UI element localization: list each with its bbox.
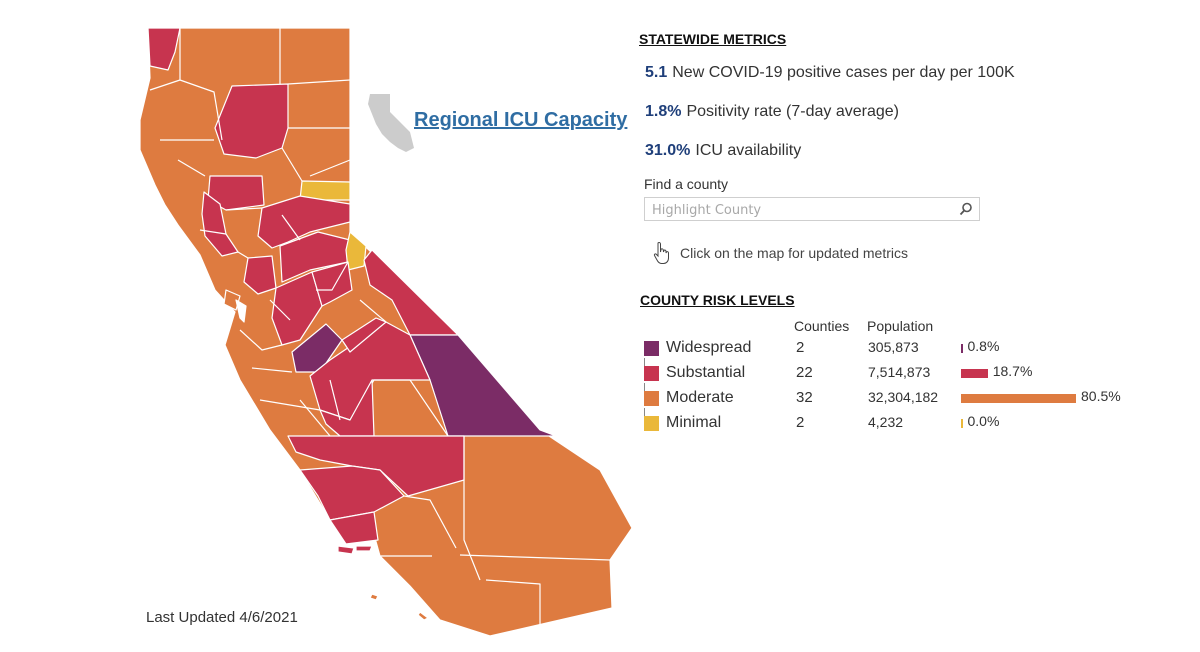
county-santa-barbara[interactable] — [299, 465, 405, 521]
county-shasta[interactable] — [214, 83, 289, 159]
metric-cases-value: 5.1 — [645, 64, 668, 81]
legend-connector — [644, 358, 645, 366]
minimal-swatch — [644, 416, 659, 431]
metric-positivity-label: Positivity rate (7-day average) — [686, 103, 899, 120]
moderate-percent-label: 80.5% — [1081, 388, 1121, 404]
substantial-counties: 22 — [796, 364, 813, 381]
moderate-counties: 32 — [796, 389, 813, 406]
county-search-input[interactable] — [650, 199, 954, 221]
county-butte[interactable] — [257, 195, 351, 249]
metric-cases: 5.1 New COVID-19 positive cases per day p… — [645, 64, 1015, 82]
substantial-population: 7,514,873 — [868, 364, 931, 380]
widespread-percent-bar — [961, 344, 963, 353]
minimal-population: 4,232 — [868, 414, 904, 430]
metric-icu-value: 31.0% — [645, 142, 691, 159]
metric-cases-label: New COVID-19 positive cases per day per … — [672, 64, 1015, 81]
widespread-swatch — [644, 341, 659, 356]
minimal-percent-bar — [961, 419, 963, 428]
county-sacramento[interactable] — [243, 255, 277, 295]
widespread-percent-label: 0.8% — [967, 338, 1000, 354]
substantial-percent-bar — [961, 369, 988, 378]
substantial-swatch — [644, 366, 659, 381]
regional-icu-capacity-link[interactable]: Regional ICU Capacity — [414, 109, 628, 131]
metric-positivity-value: 1.8% — [645, 103, 682, 120]
search-icon[interactable] — [959, 202, 973, 216]
island-catalina[interactable] — [369, 593, 379, 601]
risk-row-substantial[interactable]: Substantial 22 7,514,873 18.7% — [644, 363, 1164, 386]
county-merced[interactable] — [291, 323, 343, 373]
minimal-counties: 2 — [796, 414, 805, 431]
counties-column-header: Counties — [794, 318, 850, 334]
metrics-panel: STATEWIDE METRICS 5.1 New COVID-19 positi… — [638, 0, 1198, 652]
county-ventura[interactable] — [329, 511, 379, 545]
moderate-swatch — [644, 391, 659, 406]
california-county-map[interactable]: Regional ICU Capacity Last Updated 4/6/2… — [0, 0, 640, 652]
widespread-label: Widespread — [666, 339, 752, 356]
minimal-label: Minimal — [666, 414, 722, 431]
widespread-population: 305,873 — [868, 339, 919, 355]
metric-icu-label: ICU availability — [695, 142, 802, 159]
substantial-percent-label: 18.7% — [992, 363, 1033, 379]
legend-connector — [644, 408, 645, 416]
legend-connector — [644, 383, 645, 391]
risk-row-widespread[interactable]: Widespread 2 305,873 0.8% — [644, 338, 1164, 361]
island-san-clemente[interactable] — [417, 611, 429, 621]
metric-positivity: 1.8% Positivity rate (7-day average) — [645, 103, 899, 121]
metric-icu: 31.0% ICU availability — [645, 142, 801, 160]
county-borders — [149, 28, 611, 630]
last-updated-text: Last Updated 4/6/2021 — [146, 609, 298, 626]
island-santa-cruz[interactable] — [337, 545, 355, 555]
county-lake[interactable] — [201, 191, 239, 257]
moderate-label: Moderate — [666, 389, 734, 406]
widespread-counties: 2 — [796, 339, 805, 356]
county-risk-levels-title: COUNTY RISK LEVELS — [640, 292, 795, 308]
click-map-hint: Click on the map for updated metrics — [652, 241, 908, 268]
population-column-header: Population — [867, 318, 934, 334]
county-sierra[interactable] — [299, 180, 351, 201]
minimal-percent-label: 0.0% — [967, 413, 1000, 429]
california-mini-map-icon[interactable] — [366, 92, 418, 154]
county-marin[interactable] — [223, 289, 241, 311]
find-county-label: Find a county — [644, 176, 729, 192]
county-search-box[interactable] — [644, 197, 980, 221]
statewide-metrics-title: STATEWIDE METRICS — [639, 31, 787, 47]
risk-row-moderate[interactable]: Moderate 32 32,304,182 80.5% — [644, 388, 1164, 411]
pointer-hand-icon — [653, 241, 669, 264]
county-map-svg[interactable] — [0, 0, 640, 652]
moderate-percent-bar — [961, 394, 1076, 403]
island-santa-rosa[interactable] — [355, 545, 373, 552]
risk-row-minimal[interactable]: Minimal 2 4,232 0.0% — [644, 413, 1164, 436]
moderate-population: 32,304,182 — [868, 389, 939, 405]
county-alpine[interactable] — [345, 231, 367, 271]
bay-water — [235, 299, 247, 323]
county-del-norte[interactable] — [147, 27, 181, 71]
substantial-label: Substantial — [666, 364, 746, 381]
click-map-hint-text: Click on the map for updated metrics — [680, 245, 908, 261]
